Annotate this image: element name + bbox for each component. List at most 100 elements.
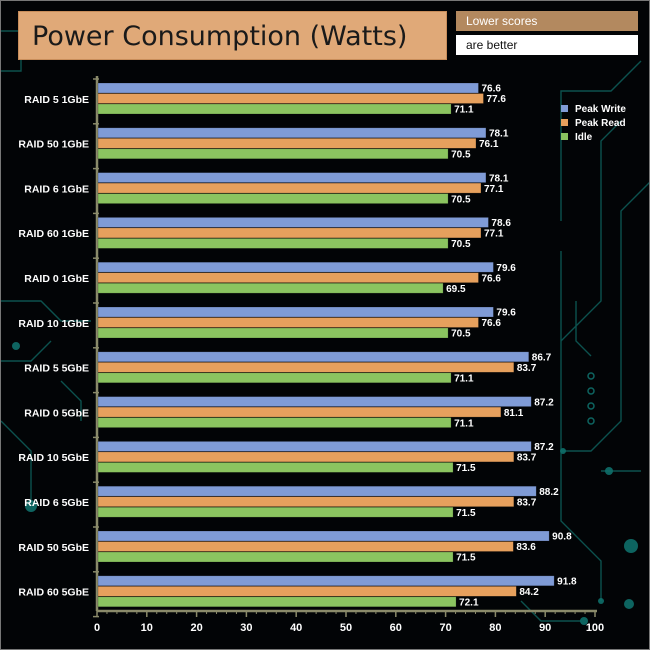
x-tick-label: 50 bbox=[340, 622, 352, 634]
category-label: RAID 0 5GbE bbox=[24, 407, 89, 419]
bar-peak-write bbox=[97, 82, 479, 94]
x-tick-label: 60 bbox=[390, 622, 402, 634]
category-label: RAID 6 1GbE bbox=[24, 183, 89, 195]
bar-peak-write bbox=[97, 127, 487, 139]
x-tick-label: 100 bbox=[586, 622, 604, 634]
title-box: Power Consumption (Watts) bbox=[18, 11, 447, 60]
bar-idle bbox=[97, 103, 452, 115]
value-label: 71.5 bbox=[456, 553, 476, 564]
value-label: 86.7 bbox=[532, 353, 552, 364]
x-tick-label: 30 bbox=[240, 622, 252, 634]
bar-idle bbox=[97, 327, 449, 339]
bar-peak-read bbox=[97, 585, 517, 597]
bar-peak-write bbox=[97, 217, 489, 228]
legend-swatch-peak-read bbox=[561, 119, 568, 126]
value-label: 76.6 bbox=[481, 318, 501, 329]
value-label: 87.2 bbox=[534, 442, 554, 453]
bar-peak-read bbox=[97, 361, 515, 373]
chart-title: Power Consumption (Watts) bbox=[32, 21, 408, 52]
value-label: 81.1 bbox=[504, 408, 524, 419]
bar-peak-write bbox=[97, 172, 487, 183]
value-label: 78.1 bbox=[489, 173, 509, 184]
category-label: RAID 10 1GbE bbox=[18, 318, 89, 330]
bar-idle bbox=[97, 596, 457, 608]
value-label: 79.6 bbox=[496, 263, 516, 274]
value-label: 88.2 bbox=[539, 487, 559, 498]
value-label: 91.8 bbox=[557, 577, 577, 588]
value-label: 79.6 bbox=[496, 308, 516, 319]
value-label: 70.5 bbox=[451, 150, 471, 161]
value-label: 76.6 bbox=[481, 84, 501, 95]
value-label: 87.2 bbox=[534, 397, 554, 408]
value-label: 83.7 bbox=[517, 453, 537, 464]
category-label: RAID 10 5GbE bbox=[18, 452, 89, 464]
bar-peak-write bbox=[97, 485, 537, 497]
bar-peak-read bbox=[97, 182, 482, 194]
bar-idle bbox=[97, 462, 454, 473]
category-label: RAID 60 5GbE bbox=[18, 587, 89, 599]
bar-peak-read bbox=[97, 451, 515, 463]
x-tick-label: 0 bbox=[94, 622, 100, 634]
legend-label: Peak Read bbox=[575, 118, 626, 129]
value-label: 70.5 bbox=[451, 239, 471, 250]
value-label: 70.5 bbox=[451, 194, 471, 205]
category-label: RAID 5 1GbE bbox=[24, 94, 89, 106]
bar-peak-write bbox=[97, 575, 555, 587]
bar-idle bbox=[97, 148, 449, 160]
x-tick-label: 10 bbox=[141, 622, 153, 634]
value-label: 71.1 bbox=[454, 105, 474, 116]
bar-peak-read bbox=[97, 272, 479, 284]
value-label: 90.8 bbox=[552, 532, 572, 543]
bar-peak-read bbox=[97, 496, 515, 508]
note-box-lower-scores: Lower scores bbox=[456, 11, 638, 31]
bar-idle bbox=[97, 193, 449, 204]
value-label: 72.1 bbox=[459, 598, 479, 609]
bar-peak-write bbox=[97, 306, 494, 318]
legend-swatch-peak-write bbox=[561, 105, 568, 112]
note-text-line2: are better bbox=[466, 38, 518, 52]
bar-peak-read bbox=[97, 541, 514, 552]
value-label: 71.1 bbox=[454, 418, 474, 429]
value-label: 77.6 bbox=[486, 94, 506, 105]
value-label: 83.7 bbox=[517, 497, 537, 508]
x-tick-label: 70 bbox=[439, 622, 451, 634]
note-text-line1: Lower scores bbox=[466, 14, 538, 28]
value-label: 76.6 bbox=[481, 273, 501, 284]
value-label: 70.5 bbox=[451, 329, 471, 340]
legend-label: Idle bbox=[575, 132, 593, 143]
category-label: RAID 6 5GbE bbox=[24, 497, 89, 509]
value-label: 76.1 bbox=[479, 139, 499, 150]
category-label: RAID 50 1GbE bbox=[18, 139, 89, 151]
bar-peak-read bbox=[97, 138, 477, 149]
value-label: 71.5 bbox=[456, 508, 476, 519]
x-tick-label: 80 bbox=[489, 622, 501, 634]
bar-peak-read bbox=[97, 317, 479, 328]
bar-peak-write bbox=[97, 530, 550, 542]
x-tick-label: 40 bbox=[290, 622, 302, 634]
value-label: 71.1 bbox=[454, 374, 474, 385]
note-box-are-better: are better bbox=[456, 35, 638, 55]
bar-peak-read bbox=[97, 227, 482, 239]
value-label: 78.6 bbox=[491, 218, 511, 229]
bar-peak-write bbox=[97, 351, 530, 363]
value-label: 77.1 bbox=[484, 229, 504, 240]
bar-peak-read bbox=[97, 93, 484, 104]
bar-idle bbox=[97, 372, 452, 384]
x-tick-label: 90 bbox=[539, 622, 551, 634]
value-label: 83.6 bbox=[516, 542, 536, 553]
bar-idle bbox=[97, 282, 444, 294]
value-label: 83.7 bbox=[517, 363, 537, 374]
value-label: 71.5 bbox=[456, 463, 476, 474]
legend-swatch-idle bbox=[561, 133, 568, 140]
category-label: RAID 50 5GbE bbox=[18, 542, 89, 554]
x-tick-label: 20 bbox=[190, 622, 202, 634]
value-label: 84.2 bbox=[519, 587, 539, 598]
value-label: 69.5 bbox=[446, 284, 466, 295]
bar-idle bbox=[97, 506, 454, 518]
bar-idle bbox=[97, 551, 454, 563]
value-label: 77.1 bbox=[484, 184, 504, 195]
bar-peak-write bbox=[97, 261, 494, 273]
bar-idle bbox=[97, 238, 449, 249]
